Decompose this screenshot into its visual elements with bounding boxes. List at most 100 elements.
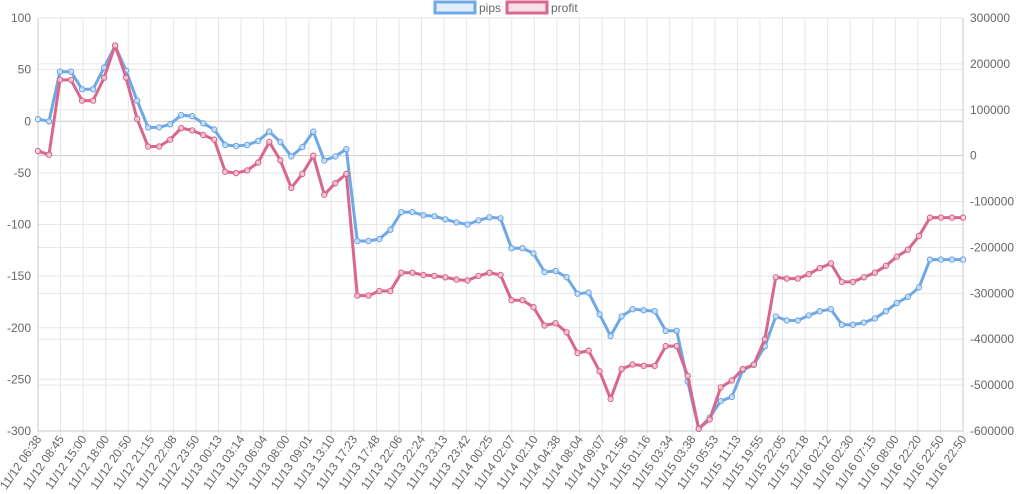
data-point-pips[interactable] [133, 97, 141, 104]
data-point-pips[interactable] [530, 250, 537, 257]
data-point-profit[interactable] [860, 274, 868, 281]
data-point-profit[interactable] [629, 361, 636, 368]
data-point-profit[interactable] [332, 179, 339, 187]
data-point-profit[interactable] [904, 246, 912, 253]
data-point-profit[interactable] [243, 167, 251, 174]
data-point-pips[interactable] [45, 118, 53, 125]
data-point-pips[interactable] [497, 215, 504, 222]
data-point-profit[interactable] [783, 275, 791, 282]
data-point-profit[interactable] [310, 152, 317, 159]
data-point-pips[interactable] [56, 68, 64, 75]
data-point-pips[interactable] [860, 319, 868, 326]
data-point-pips[interactable] [67, 68, 75, 75]
data-point-profit[interactable] [937, 214, 945, 221]
data-point-profit[interactable] [882, 262, 890, 269]
data-point-pips[interactable] [464, 221, 471, 228]
data-point-pips[interactable] [34, 115, 42, 123]
data-point-pips[interactable] [585, 289, 592, 296]
data-point-profit[interactable] [618, 365, 625, 373]
data-point-profit[interactable] [464, 277, 471, 284]
data-point-pips[interactable] [827, 306, 835, 313]
data-point-pips[interactable] [431, 212, 438, 220]
data-point-profit[interactable] [948, 214, 956, 221]
data-point-profit[interactable] [519, 297, 526, 304]
data-point-profit[interactable] [717, 384, 724, 391]
data-point-pips[interactable] [155, 124, 163, 131]
data-point-pips[interactable] [221, 141, 229, 149]
legend-item-pips[interactable]: pips [433, 0, 501, 15]
data-point-profit[interactable] [684, 372, 691, 380]
data-point-profit[interactable] [508, 297, 515, 304]
data-point-profit[interactable] [827, 260, 835, 267]
data-point-pips[interactable] [541, 268, 548, 276]
data-point-pips[interactable] [475, 217, 482, 224]
data-point-profit[interactable] [871, 269, 879, 276]
data-point-pips[interactable] [387, 226, 394, 233]
data-point-pips[interactable] [618, 313, 625, 320]
data-point-profit[interactable] [651, 362, 658, 369]
data-point-profit[interactable] [354, 292, 361, 299]
data-point-pips[interactable] [199, 120, 207, 127]
data-point-pips[interactable] [299, 143, 306, 151]
data-point-profit[interactable] [255, 159, 262, 166]
data-point-pips[interactable] [210, 126, 218, 133]
data-point-pips[interactable] [673, 327, 680, 334]
data-point-pips[interactable] [365, 237, 372, 245]
data-point-pips[interactable] [78, 85, 86, 93]
data-point-profit[interactable] [926, 214, 934, 221]
data-point-profit[interactable] [552, 320, 559, 327]
data-point-profit[interactable] [144, 143, 152, 150]
data-point-profit[interactable] [232, 169, 240, 177]
data-point-pips[interactable] [596, 311, 603, 318]
data-point-pips[interactable] [651, 308, 658, 315]
data-point-profit[interactable] [816, 264, 824, 272]
data-point-profit[interactable] [277, 157, 284, 164]
data-point-pips[interactable] [310, 128, 317, 135]
data-point-profit[interactable] [266, 138, 273, 146]
data-point-pips[interactable] [508, 244, 515, 252]
data-point-profit[interactable] [166, 136, 174, 143]
data-point-pips[interactable] [915, 284, 923, 291]
data-point-profit[interactable] [34, 147, 42, 155]
data-point-profit[interactable] [794, 275, 802, 282]
data-point-pips[interactable] [321, 157, 328, 164]
data-point-profit[interactable] [221, 168, 229, 175]
data-point-pips[interactable] [794, 317, 802, 324]
data-point-pips[interactable] [232, 142, 240, 150]
data-point-profit[interactable] [122, 74, 130, 81]
data-point-profit[interactable] [420, 271, 427, 279]
data-point-pips[interactable] [783, 317, 791, 324]
data-point-profit[interactable] [486, 269, 493, 276]
data-point-profit[interactable] [574, 349, 581, 357]
data-point-pips[interactable] [838, 321, 846, 328]
data-point-profit[interactable] [706, 416, 713, 423]
data-point-profit[interactable] [838, 278, 846, 286]
data-point-profit[interactable] [673, 342, 680, 350]
data-point-pips[interactable] [640, 307, 647, 314]
data-point-profit[interactable] [177, 124, 185, 132]
data-point-pips[interactable] [398, 208, 405, 216]
data-point-pips[interactable] [177, 111, 185, 119]
data-point-pips[interactable] [629, 306, 636, 313]
data-point-profit[interactable] [959, 214, 967, 221]
data-point-profit[interactable] [563, 329, 570, 336]
data-point-pips[interactable] [188, 112, 196, 120]
data-point-pips[interactable] [486, 214, 493, 221]
data-point-profit[interactable] [111, 42, 119, 49]
data-point-pips[interactable] [959, 256, 967, 263]
data-point-pips[interactable] [728, 393, 736, 401]
data-point-profit[interactable] [772, 274, 780, 281]
data-point-profit[interactable] [343, 170, 350, 178]
data-point-pips[interactable] [343, 145, 350, 153]
data-point-profit[interactable] [133, 115, 141, 123]
data-point-pips[interactable] [816, 308, 824, 315]
data-point-pips[interactable] [948, 256, 956, 263]
data-point-profit[interactable] [387, 287, 394, 295]
data-point-profit[interactable] [431, 272, 438, 280]
data-point-profit[interactable] [541, 322, 548, 329]
data-point-profit[interactable] [299, 170, 306, 178]
data-point-pips[interactable] [849, 321, 857, 328]
data-point-profit[interactable] [761, 336, 769, 343]
data-point-profit[interactable] [288, 184, 295, 191]
data-point-pips[interactable] [442, 216, 449, 223]
